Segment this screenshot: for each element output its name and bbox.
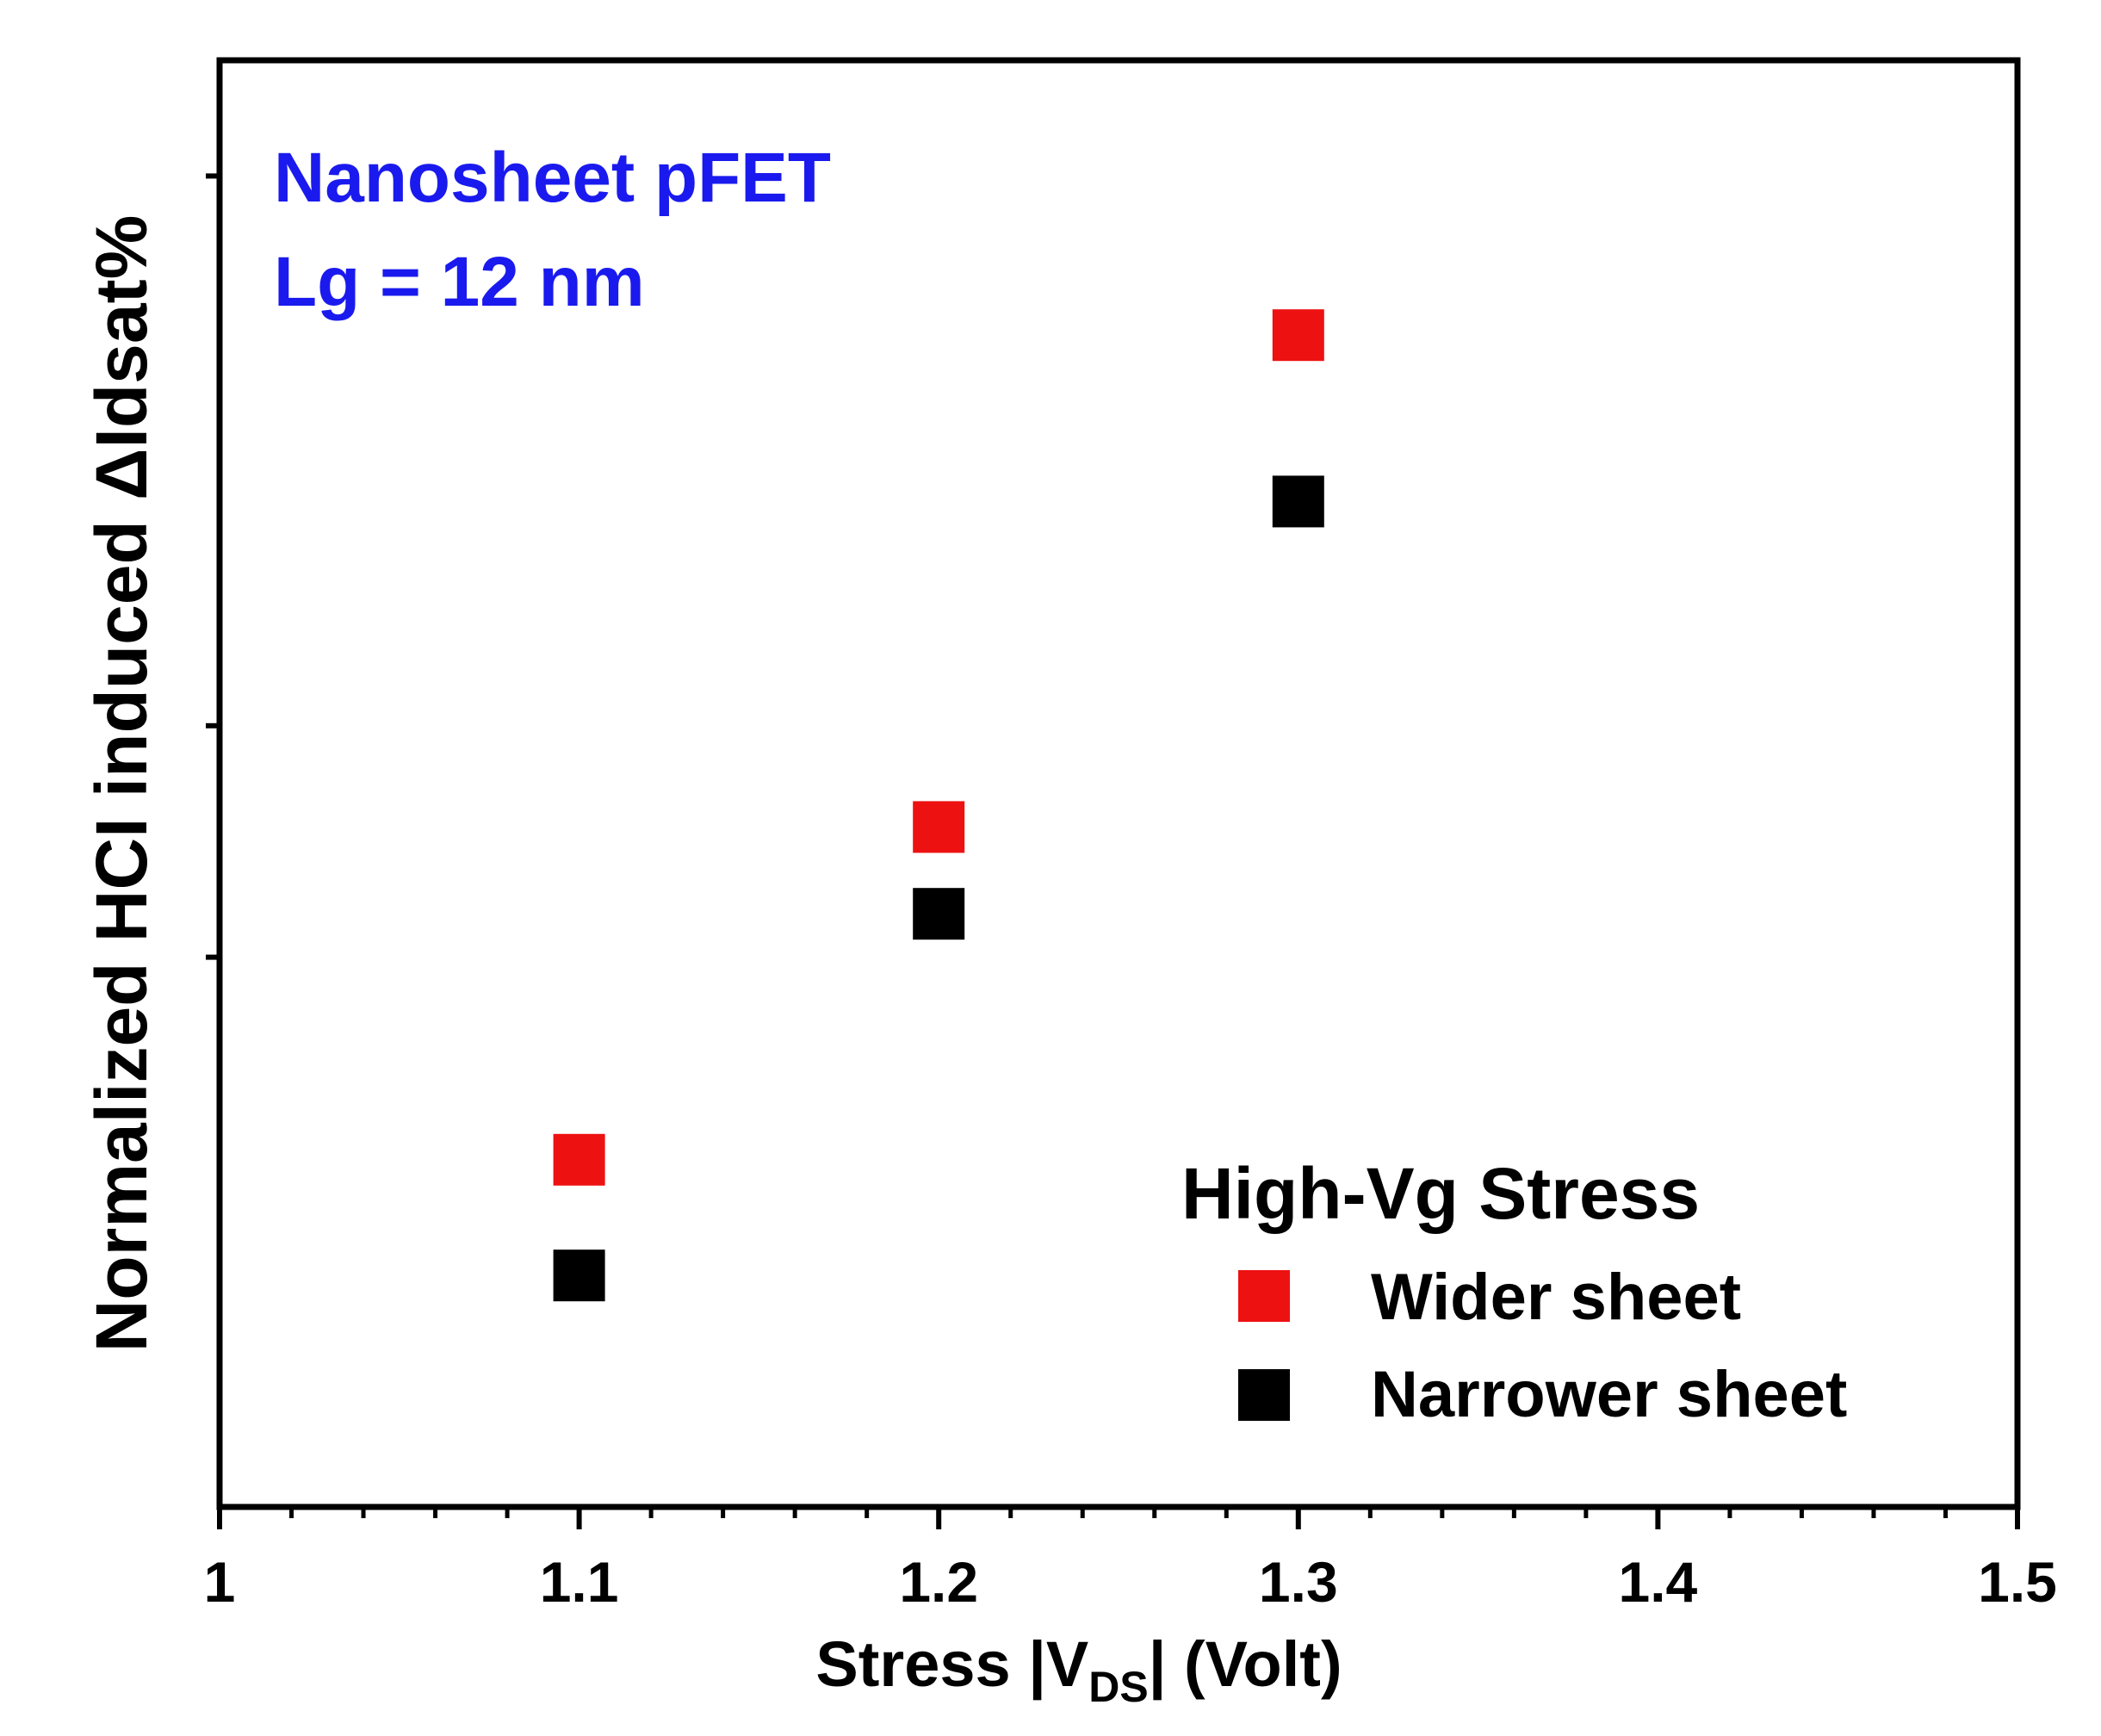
point-narrower-sheet xyxy=(1272,475,1324,528)
data-points xyxy=(553,309,1324,1302)
legend-title: High-Vg Stress xyxy=(1181,1153,1700,1234)
x-axis-title-subscript: DS xyxy=(1088,1663,1148,1711)
x-tick-labels: 1 1.1 1.2 1.3 1.4 1.5 xyxy=(204,1550,2057,1614)
y-axis-title: Normalized HCI induced ΔIdsat% xyxy=(81,215,162,1353)
plot-frame xyxy=(216,57,2021,1510)
x-tick-label: 1.1 xyxy=(540,1550,619,1614)
x-tick-label: 1.3 xyxy=(1259,1550,1338,1614)
legend-label-narrower-sheet: Narrower sheet xyxy=(1371,1358,1847,1431)
annotation-gate-length: Lg = 12 nm xyxy=(274,243,645,321)
legend: High-Vg Stress Wider sheet Narrower shee… xyxy=(1181,1153,1847,1431)
point-wider-sheet xyxy=(553,1133,605,1186)
legend-swatch-wider-sheet xyxy=(1238,1270,1290,1322)
x-tick-label: 1.5 xyxy=(1978,1550,2057,1614)
annotation-device: Nanosheet pFET xyxy=(274,139,831,217)
x-tick-label: 1.4 xyxy=(1619,1550,1698,1614)
point-wider-sheet xyxy=(1272,309,1324,362)
x-tick-label: 1 xyxy=(204,1550,236,1614)
legend-label-wider-sheet: Wider sheet xyxy=(1371,1261,1741,1334)
point-narrower-sheet xyxy=(553,1249,605,1302)
point-wider-sheet xyxy=(913,801,965,853)
point-narrower-sheet xyxy=(913,888,965,940)
legend-swatch-narrower-sheet xyxy=(1238,1369,1290,1421)
x-axis-title: Stress |VDS| (Volt) xyxy=(815,1628,1342,1711)
x-tick-label: 1.2 xyxy=(899,1550,978,1614)
ticks xyxy=(206,173,2020,1529)
